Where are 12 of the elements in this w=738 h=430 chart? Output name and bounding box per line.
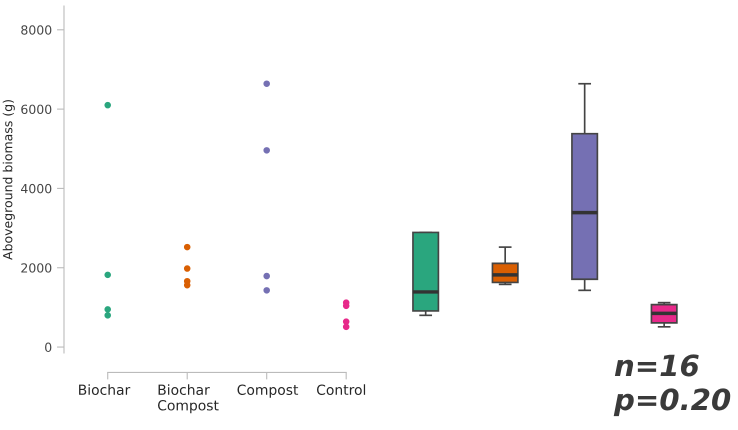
x-tick-label: Control — [316, 384, 366, 395]
x-tick-label: Compost — [237, 384, 298, 398]
y-tick-label: 0 — [45, 342, 52, 352]
text: n=16 — [614, 354, 699, 376]
y-tick-label: 8000 — [21, 25, 52, 35]
x-tick-label: Biochar Compost — [158, 384, 219, 414]
y-tick-label: 4000 — [20, 184, 52, 194]
y-axis-title: Aboveground biomass (g) — [2, 100, 15, 260]
y-tick-label: 2000 — [21, 263, 52, 273]
y-tick-label: 6000 — [21, 104, 52, 114]
x-tick-label: Biochar — [79, 384, 130, 395]
text: p=0.20 — [614, 388, 730, 416]
